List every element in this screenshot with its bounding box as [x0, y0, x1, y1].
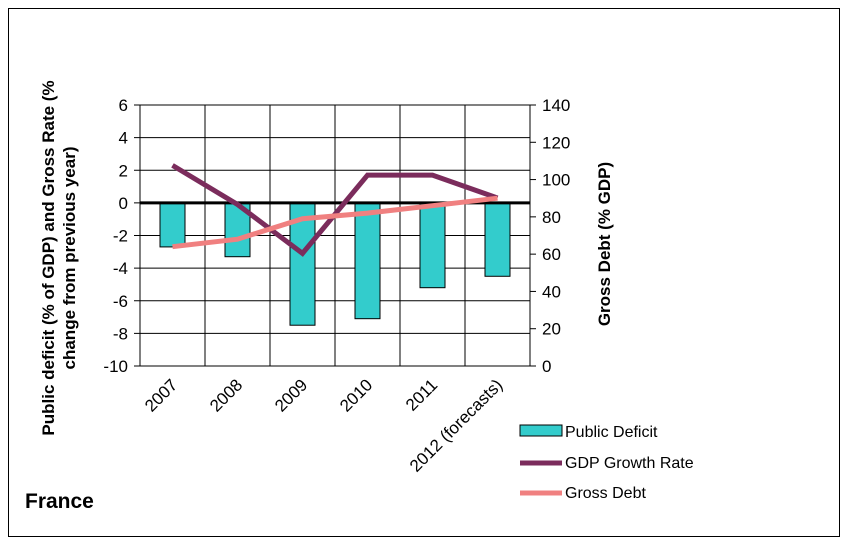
y-tick-label: 4 [119, 129, 128, 148]
y-tick-label: -4 [113, 259, 128, 278]
y2-tick-label: 140 [542, 96, 570, 115]
legend-swatch-public-deficit [519, 424, 563, 437]
x-tick-label: 2009 [271, 375, 311, 415]
bar-public-deficit [484, 202, 511, 277]
y2-tick-label: 60 [542, 245, 561, 264]
bar-public-deficit [159, 202, 186, 248]
y-tick-label: -6 [113, 292, 128, 311]
y2-tick-label: 120 [542, 133, 570, 152]
y-tick-label: -8 [113, 324, 128, 343]
y-axis-title-line2: change from previous year) [60, 147, 79, 370]
y2-tick-label: 80 [542, 208, 561, 227]
x-tick-label: 2007 [141, 375, 181, 415]
legend-label-gross-debt: Gross Debt [565, 485, 646, 502]
x-tick-label: 2011 [402, 375, 441, 414]
chart-title: France [25, 490, 94, 513]
line-gross-debt [172, 195, 498, 250]
y-tick-label: 2 [119, 161, 128, 180]
legend: Public Deficit GDP Growth Rate Gross Deb… [519, 424, 694, 502]
y2-axis-title: Gross Debt (% GDP) [595, 162, 614, 326]
bar-public-deficit [419, 202, 446, 289]
x-tick-label: 2008 [206, 375, 246, 415]
y-tick-label: 0 [119, 194, 128, 213]
y-tick-label: -10 [103, 357, 128, 376]
line-layer [171, 163, 499, 257]
grid-layer [139, 104, 531, 367]
bar-public-deficit [354, 202, 381, 320]
y2-tick-label: 40 [542, 282, 561, 301]
bar-layer [159, 202, 511, 326]
y-tick-label: 6 [119, 96, 128, 115]
y2-tick-label: 0 [542, 357, 551, 376]
legend-label-public-deficit: Public Deficit [565, 424, 658, 441]
y-axis-title-line1: Public deficit (% of GDP) and Gross Rate… [39, 80, 58, 435]
x-tick-label: 2010 [336, 375, 376, 415]
y-tick-label: -2 [113, 227, 128, 246]
y2-tick-label: 100 [542, 171, 570, 190]
legend-label-gdp-growth: GDP Growth Rate [565, 455, 694, 472]
y2-tick-label: 20 [542, 320, 561, 339]
